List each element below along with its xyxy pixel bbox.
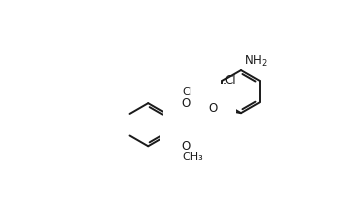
- Text: NH$_2$: NH$_2$: [244, 53, 268, 68]
- Text: CH₃: CH₃: [182, 87, 203, 97]
- Text: Cl: Cl: [225, 74, 236, 87]
- Text: O: O: [181, 140, 190, 153]
- Text: CH₃: CH₃: [182, 152, 203, 162]
- Text: O: O: [209, 102, 218, 115]
- Text: O: O: [181, 97, 190, 110]
- Text: N: N: [181, 140, 190, 153]
